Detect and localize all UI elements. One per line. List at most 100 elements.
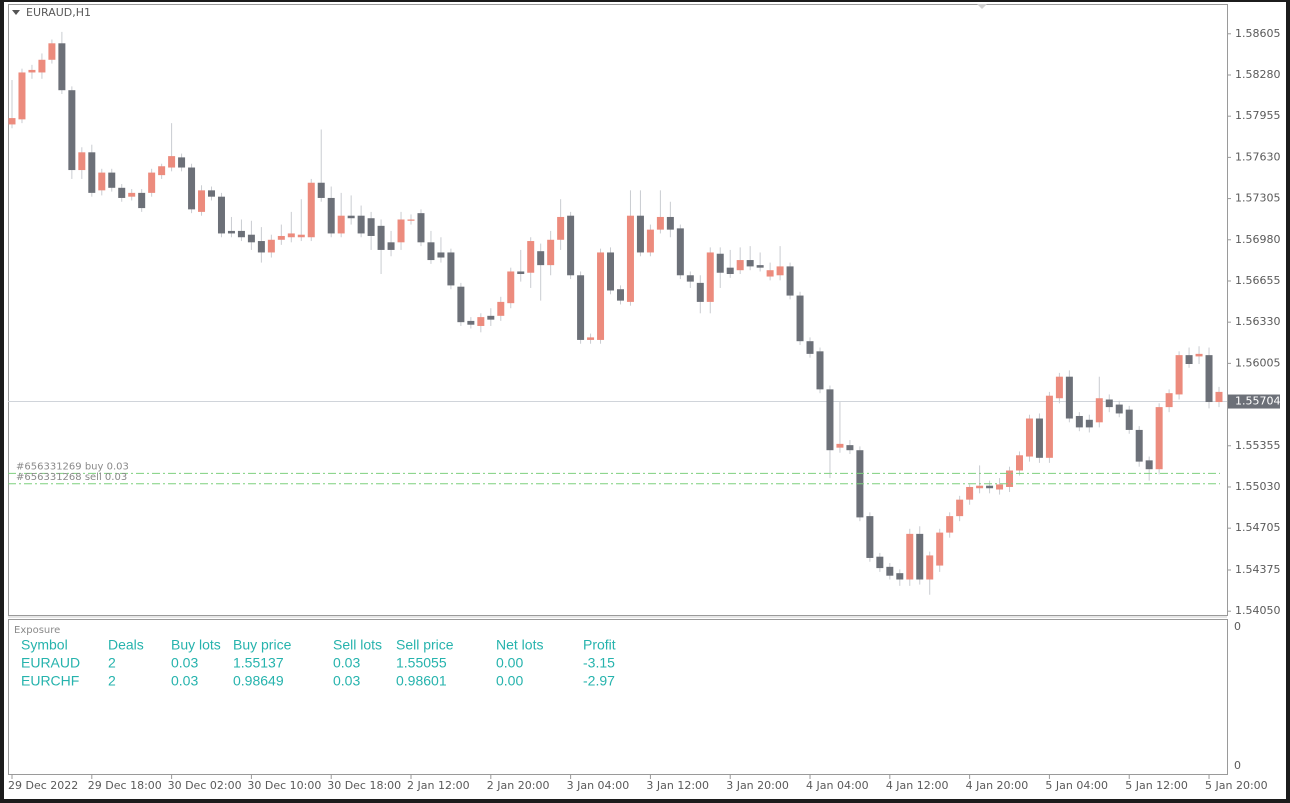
candle-body [746, 260, 754, 267]
candle-body [926, 555, 934, 580]
candle-body [726, 267, 734, 275]
candle-body [437, 252, 445, 258]
candle-body [387, 242, 395, 250]
candle-body [956, 499, 964, 517]
candle-body [1125, 409, 1133, 430]
y-tick-label: 1.56005 [1235, 356, 1281, 369]
candle-body [208, 190, 216, 197]
x-tick-label: 2 Jan 20:00 [487, 779, 550, 792]
x-tick-label: 4 Jan 20:00 [966, 779, 1029, 792]
candle-body [567, 215, 575, 276]
cell: 1.55137 [233, 655, 284, 671]
candle-body [577, 275, 585, 340]
candle-body [557, 216, 565, 240]
candle-body [976, 485, 984, 489]
cell: 0.00 [496, 673, 523, 689]
candle-body [247, 234, 255, 243]
candle-body [906, 533, 914, 580]
candle-body [896, 573, 904, 580]
candle-body [616, 289, 624, 301]
candle-body [1045, 395, 1053, 458]
candle-body [706, 252, 714, 302]
cell: -3.15 [583, 655, 615, 671]
candle-body [417, 213, 425, 243]
candle-body [118, 187, 126, 198]
cell: 0.98601 [396, 673, 447, 689]
candle-body [88, 152, 96, 193]
candle-body [128, 192, 136, 197]
candle-body [636, 215, 644, 253]
candle-body [108, 172, 116, 188]
cell: 0.00 [496, 655, 523, 671]
chart-title: EURAUD,H1 [26, 6, 91, 19]
candle-body [1145, 460, 1153, 470]
candle-body [8, 118, 16, 125]
candle-body [138, 192, 146, 209]
order-label: #656331269 buy 0.03 [16, 461, 129, 472]
candle-body [477, 317, 485, 326]
candle-body [257, 241, 265, 253]
candle-body [866, 516, 874, 558]
column-header: Symbol [21, 637, 68, 653]
candle-body [836, 443, 844, 448]
candle-body [188, 167, 196, 210]
candle-body [347, 215, 355, 219]
candle-body [527, 241, 535, 273]
x-tick-label: 29 Dec 18:00 [88, 779, 162, 792]
y-tick-label: 1.56330 [1235, 315, 1281, 328]
menu-arrow[interactable] [12, 10, 20, 15]
candle-body [487, 315, 495, 320]
candle-body [497, 301, 505, 316]
candle-body [826, 389, 834, 451]
candle-body [427, 242, 435, 261]
candle-body [68, 90, 76, 171]
y-tick-label: 1.58605 [1235, 27, 1281, 40]
candle-body [367, 218, 375, 236]
subwindow-frame [8, 619, 1228, 775]
candle-body [507, 271, 515, 304]
candle-body [297, 234, 305, 238]
x-tick-label: 5 Jan 04:00 [1045, 779, 1108, 792]
candle-body [78, 152, 86, 171]
candle-body [736, 260, 744, 271]
cell: 0.03 [333, 655, 360, 671]
candle-body [1155, 407, 1163, 470]
x-tick-label: 4 Jan 04:00 [806, 779, 869, 792]
candle-body [397, 219, 405, 243]
candle-body [766, 270, 774, 277]
candle-body [1195, 353, 1203, 357]
candle-body [1085, 419, 1093, 428]
candle-body [587, 337, 595, 340]
candle-body [1175, 355, 1183, 395]
candle-body [227, 230, 235, 234]
column-header: Profit [583, 637, 616, 653]
x-tick-label: 30 Dec 18:00 [327, 779, 401, 792]
candle-body [916, 533, 924, 580]
cell: 1.55055 [396, 655, 447, 671]
candle-body [1006, 470, 1014, 487]
candle-body [1055, 376, 1063, 399]
candle-body [756, 265, 764, 268]
candle-body [98, 172, 106, 191]
last-price-label: 1.55704 [1235, 395, 1281, 408]
candle-body [676, 228, 684, 276]
subwindow-title: Exposure [14, 625, 60, 636]
candle-body [716, 253, 724, 273]
candle-body [696, 282, 704, 302]
candle-body [58, 43, 66, 91]
cell: EURAUD [21, 655, 80, 671]
candle-body [996, 484, 1004, 490]
candle-body [1205, 355, 1213, 403]
candle-body [18, 72, 26, 120]
candle-body [946, 516, 954, 533]
candle-body [626, 215, 634, 302]
candle-body [1075, 415, 1083, 428]
y-tick-label: 1.54705 [1235, 521, 1281, 534]
scroll-marker [977, 4, 987, 9]
x-tick-label: 30 Dec 10:00 [247, 779, 321, 792]
column-header: Deals [108, 637, 144, 653]
plot-frame [8, 4, 1228, 616]
x-tick-label: 3 Jan 12:00 [646, 779, 709, 792]
column-header: Sell price [396, 637, 454, 653]
